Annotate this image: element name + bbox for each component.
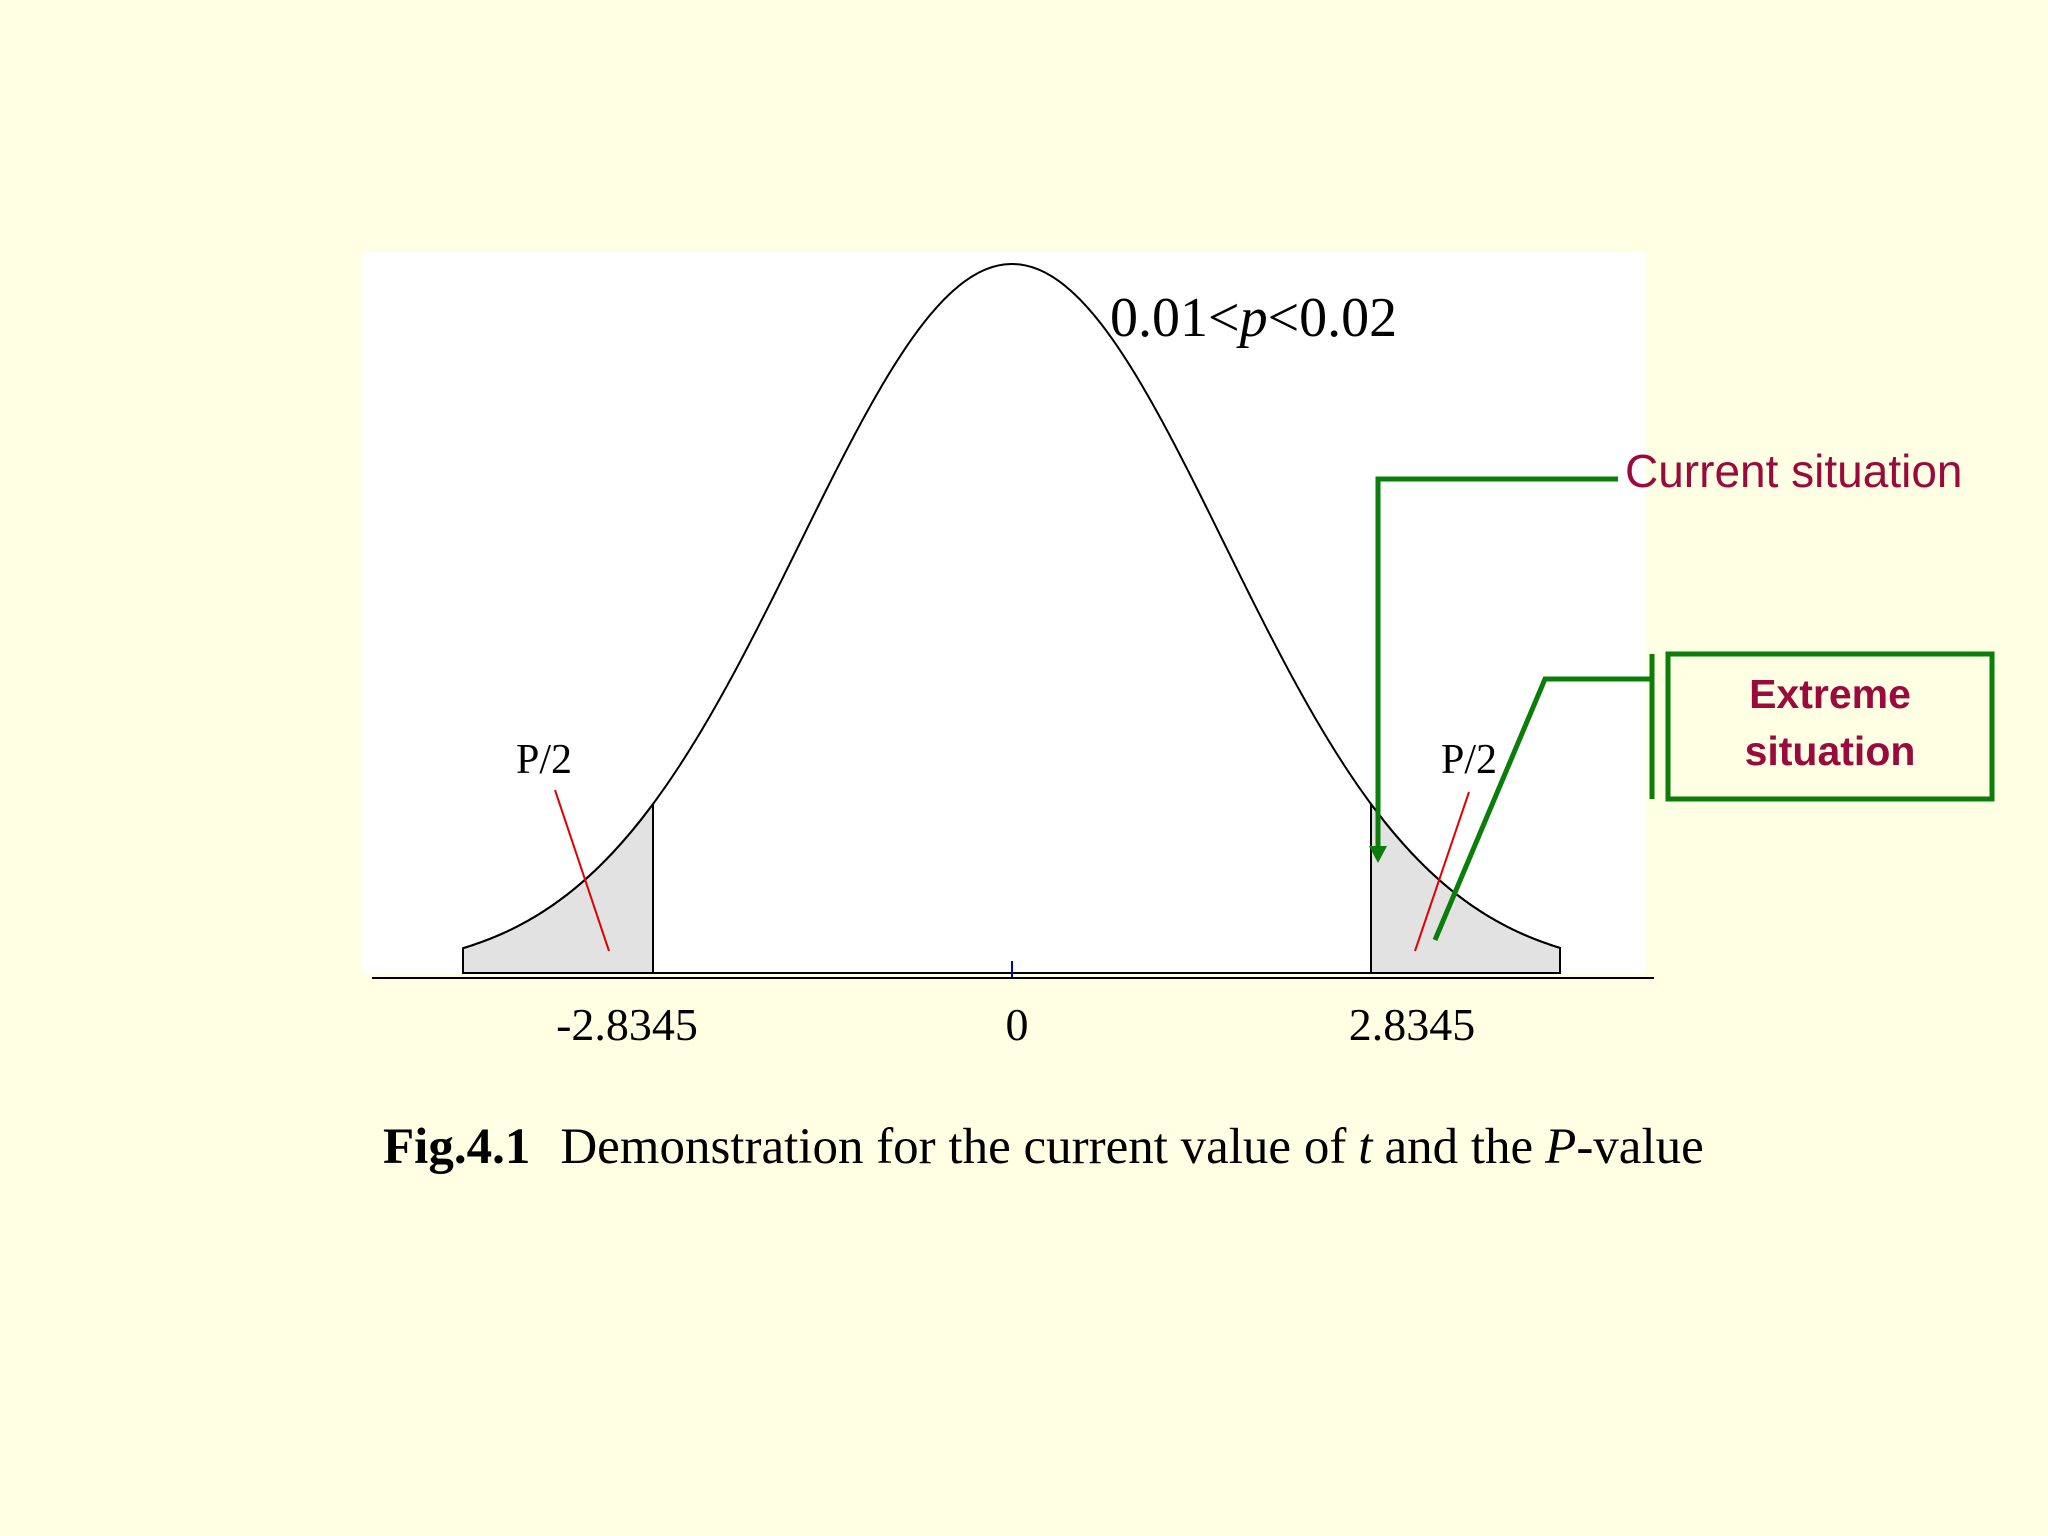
figure-caption: Fig.4.1 Demonstration for the current val… — [383, 1119, 1704, 1175]
extreme-situation-label-line1: Extreme — [1749, 671, 1911, 717]
extreme-situation-label-line2: situation — [1745, 728, 1916, 774]
tick-label-center: 0 — [1006, 999, 1029, 1050]
left-tail-label: P/2 — [516, 737, 572, 783]
current-situation-label: Current situation — [1625, 445, 1963, 497]
current-situation-connector — [1375, 476, 1618, 848]
tick-label-right: 2.8345 — [1349, 999, 1476, 1050]
p-range-annotation: 0.01<p<0.02 — [1110, 287, 1397, 349]
right-tail-label: P/2 — [1441, 737, 1497, 783]
extreme-situation-connector — [1432, 676, 1652, 941]
tick-label-left: -2.8345 — [556, 999, 698, 1050]
left-p2-pointer — [554, 789, 610, 952]
figure-number: Fig.4.1 — [383, 1119, 530, 1175]
extreme-situation-box — [1665, 651, 1995, 802]
current-situation-arrowhead — [1369, 846, 1387, 863]
plot-area — [362, 252, 1645, 974]
right-p2-pointer — [1414, 791, 1470, 952]
